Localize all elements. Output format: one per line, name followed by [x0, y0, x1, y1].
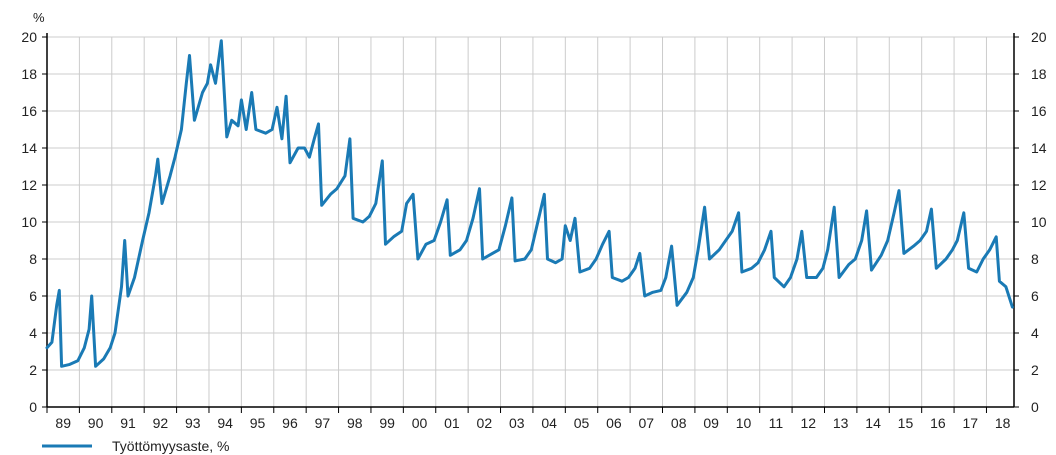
- y-tick-label-right: 20: [1031, 29, 1047, 45]
- y-tick-label-right: 18: [1031, 66, 1047, 82]
- y-tick-label-right: 2: [1031, 362, 1039, 378]
- y-tick-label-right: 12: [1031, 177, 1047, 193]
- axes: [46, 33, 1015, 408]
- x-tick-label: 89: [55, 415, 71, 431]
- x-tick-label: 90: [88, 415, 104, 431]
- y-tick-label-right: 10: [1031, 214, 1047, 230]
- x-tick-label: 96: [282, 415, 298, 431]
- y-tick-label-left: 0: [29, 399, 37, 415]
- x-tick-label: 01: [444, 415, 460, 431]
- x-tick-label: 13: [833, 415, 849, 431]
- x-tick-label: 04: [541, 415, 557, 431]
- y-tick-label-left: 4: [29, 325, 37, 341]
- y-tick-label-left: 6: [29, 288, 37, 304]
- x-tick-label: 17: [962, 415, 978, 431]
- y-tick-label-left: 14: [21, 140, 37, 156]
- x-tick-label: 05: [574, 415, 590, 431]
- x-tick-label: 11: [769, 415, 784, 431]
- gridlines: [47, 36, 1014, 407]
- y-tick-label-left: 2: [29, 362, 37, 378]
- x-tick-label: 97: [315, 415, 331, 431]
- y-tick-label-left: 10: [21, 214, 37, 230]
- y-tick-label-right: 8: [1031, 251, 1039, 267]
- legend-label: Työttömyysaste, %: [112, 438, 229, 454]
- y-tick-label-left: 18: [21, 66, 37, 82]
- x-tick-label: 08: [671, 415, 687, 431]
- series-line-unemployment-rate: [45, 39, 1014, 368]
- y-tick-label-left: 20: [21, 29, 37, 45]
- y-tick-label-right: 14: [1031, 140, 1047, 156]
- x-tick-label: 03: [509, 415, 525, 431]
- x-tick-label: 02: [477, 415, 493, 431]
- x-tick-label: 06: [606, 415, 622, 431]
- y-tick-label-left: 12: [21, 177, 37, 193]
- x-tick-label: 99: [379, 415, 395, 431]
- x-tick-label: 15: [898, 415, 914, 431]
- legend: Työttömyysaste, %: [42, 438, 229, 454]
- y-tick-label-right: 4: [1031, 325, 1039, 341]
- x-tick-label: 94: [217, 415, 233, 431]
- x-tick-label: 93: [185, 415, 201, 431]
- x-tick-label: 00: [412, 415, 428, 431]
- y-unit-label: %: [33, 10, 45, 25]
- y-tick-label-right: 0: [1031, 399, 1039, 415]
- x-tick-label: 91: [120, 415, 136, 431]
- y-tick-label-left: 8: [29, 251, 37, 267]
- x-tick-label: 12: [801, 415, 817, 431]
- x-tick-label: 95: [250, 415, 266, 431]
- x-tick-label: 10: [736, 415, 752, 431]
- x-tick-label: 07: [639, 415, 655, 431]
- tick-marks: [42, 36, 1019, 413]
- x-tick-label: 09: [703, 415, 719, 431]
- x-tick-label: 92: [153, 415, 169, 431]
- x-tick-label: 98: [347, 415, 363, 431]
- y-tick-label-right: 6: [1031, 288, 1039, 304]
- y-tick-label-left: 16: [21, 103, 37, 119]
- x-tick-label: 16: [930, 415, 946, 431]
- x-tick-label: 14: [865, 415, 881, 431]
- y-tick-label-right: 16: [1031, 103, 1047, 119]
- x-tick-label: 18: [995, 415, 1011, 431]
